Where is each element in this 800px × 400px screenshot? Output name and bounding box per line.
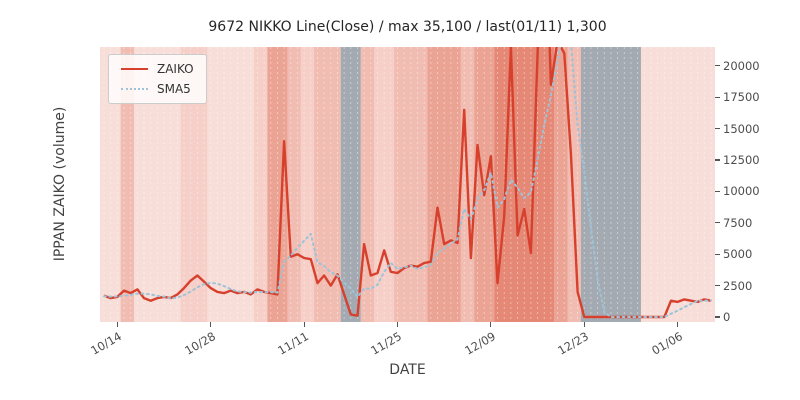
x-tick-mark xyxy=(303,322,305,327)
y-tick-mark xyxy=(715,284,720,287)
x-axis-label: DATE xyxy=(389,362,426,378)
intensity-band xyxy=(360,47,375,322)
plot-area: ZAIKO SMA5 xyxy=(100,47,715,322)
chart-title: 9672 NIKKO Line(Close) / max 35,100 / la… xyxy=(208,19,607,35)
intensity-band xyxy=(300,47,315,322)
x-tick-mark xyxy=(116,322,118,327)
y-tick-mark xyxy=(715,65,720,67)
legend-item-sma5: SMA5 xyxy=(121,83,194,95)
y-tick-label: 20000 xyxy=(723,58,760,73)
intensity-band xyxy=(254,47,268,322)
y-tick-label: 5000 xyxy=(723,247,753,262)
zaiko-line-swatch xyxy=(121,68,148,70)
intensity-band xyxy=(287,47,301,322)
y-tick-label: 10000 xyxy=(723,184,760,199)
y-tick-mark xyxy=(715,316,720,318)
x-tick-mark xyxy=(677,322,679,327)
intensity-band xyxy=(267,47,288,322)
x-tick-mark xyxy=(583,322,585,327)
legend-item-zaiko: ZAIKO xyxy=(121,63,194,75)
legend-label-zaiko: ZAIKO xyxy=(157,62,194,76)
intensity-band xyxy=(374,47,395,322)
intensity-band xyxy=(100,47,121,322)
y-tick-mark xyxy=(715,253,720,255)
sma5-line xyxy=(103,47,712,318)
x-tick-mark xyxy=(396,322,399,327)
y-tick-mark xyxy=(715,222,720,224)
x-tick-mark xyxy=(210,322,212,327)
y-tick-label: 7500 xyxy=(723,215,753,230)
legend: ZAIKO SMA5 xyxy=(108,54,207,104)
plot-svg xyxy=(100,47,715,322)
y-tick-label: 17500 xyxy=(723,90,760,105)
sma5-line-swatch xyxy=(121,88,148,90)
y-tick-mark xyxy=(715,190,720,192)
y-axis-label: IPPAN ZAIKO (volume) xyxy=(52,106,68,262)
y-tick-label: 2500 xyxy=(723,278,753,293)
y-tick-mark xyxy=(715,96,720,98)
legend-label-sma5: SMA5 xyxy=(157,82,191,96)
y-tick-mark xyxy=(715,159,720,161)
x-tick-mark xyxy=(490,322,492,327)
y-tick-label: 15000 xyxy=(723,121,760,136)
holiday-band xyxy=(340,47,361,322)
y-tick-label: 0 xyxy=(723,309,731,324)
y-tick-label: 12500 xyxy=(723,153,760,167)
intensity-band xyxy=(474,47,495,322)
y-tick-mark xyxy=(715,128,720,130)
